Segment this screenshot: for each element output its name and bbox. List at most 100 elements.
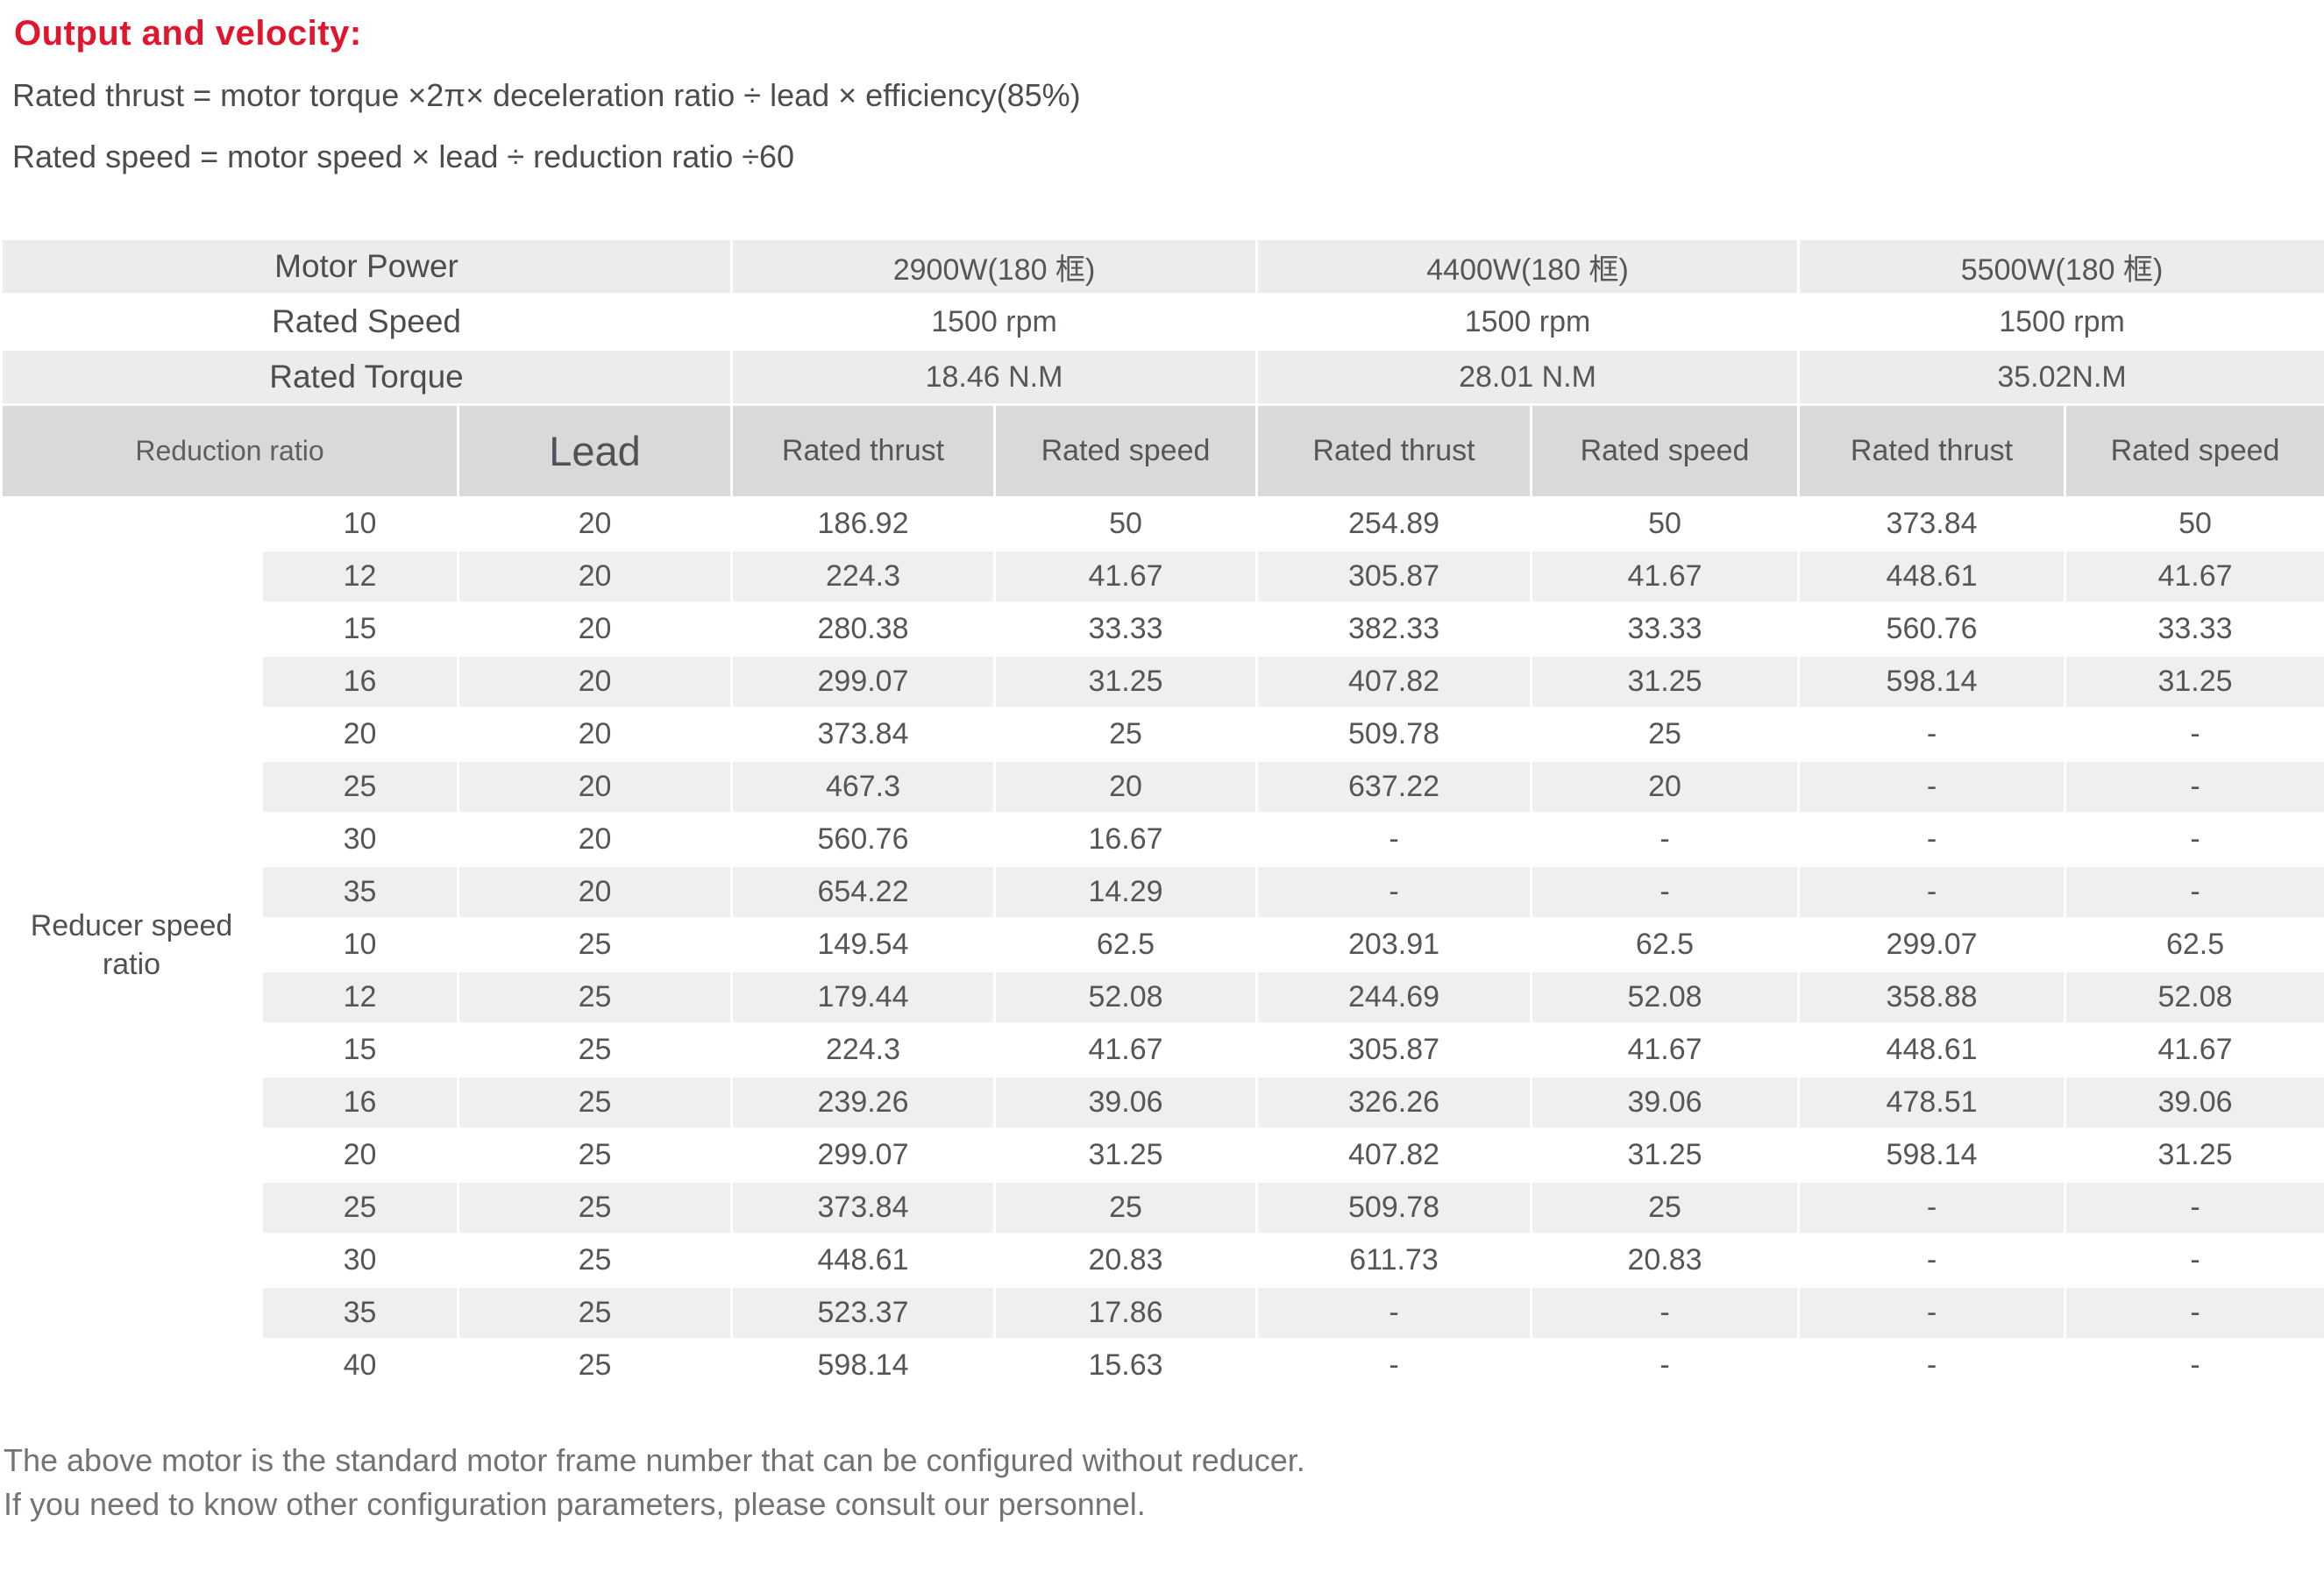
thrust-cell: 224.3 (730, 1022, 996, 1077)
thrust-cell: 448.61 (730, 1233, 996, 1288)
rated-speed-2900: 1500 rpm (729, 293, 1259, 351)
lead-cell: 25 (457, 917, 733, 972)
thrust-cell: 598.14 (1797, 1127, 2067, 1183)
speed-cell: 62.5 (1530, 917, 1801, 972)
lead-cell: 25 (457, 1075, 733, 1130)
speed-cell: - (2064, 864, 2324, 920)
ratio-cell: 20 (260, 707, 459, 762)
motor-header-rows: Motor Power 2900W(180 框) 4400W(180 框) 55… (0, 238, 2324, 499)
thrust-cell: 224.3 (730, 549, 996, 604)
thrust-cell: 244.69 (1255, 970, 1533, 1025)
lead-cell: 20 (457, 601, 733, 657)
thrust-cell: - (1797, 1338, 2067, 1393)
thrust-cell: 407.82 (1255, 1127, 1533, 1183)
speed-cell: 25 (992, 707, 1259, 762)
thrust-cell: 560.76 (730, 812, 996, 867)
ratio-cell: 30 (260, 1233, 459, 1288)
thrust-cell: 523.37 (730, 1285, 996, 1341)
ratio-cell: 16 (260, 1075, 459, 1130)
table-row: 16 20 299.07 31.25 407.82 31.25 598.14 3… (2, 654, 2324, 709)
speed-cell: 31.25 (1530, 1127, 1801, 1183)
formula-rated-thrust: : Rated thrust = motor torque ×2π× decel… (0, 76, 2324, 115)
speed-cell: - (2064, 707, 2324, 762)
motor-power-row: Motor Power 2900W(180 框) 4400W(180 框) 55… (0, 238, 2324, 295)
lead-cell: 20 (457, 759, 733, 814)
table-row: 35 25 523.37 17.86 - - - - (2, 1285, 2324, 1341)
speed-cell: - (2064, 759, 2324, 814)
lead-cell: 20 (457, 864, 733, 920)
lead-cell: 20 (457, 549, 733, 604)
formula-text: Rated thrust = motor torque ×2π× deceler… (12, 77, 1081, 113)
speed-cell: 20 (992, 759, 1259, 814)
thrust-cell: 299.07 (730, 1127, 996, 1183)
thrust-cell: 598.14 (1797, 654, 2067, 709)
thrust-cell: 373.84 (730, 1180, 996, 1235)
speed-cell: - (1530, 864, 1801, 920)
rated-torque-row: Rated Torque 18.46 N.M 28.01 N.M 35.02N.… (0, 348, 2324, 406)
thrust-cell: 254.89 (1255, 496, 1533, 551)
reduction-ratio-header: Reduction ratio (0, 403, 459, 499)
rated-thrust-header-4400: Rated thrust (1255, 403, 1533, 499)
speed-cell: 31.25 (2064, 654, 2324, 709)
table-row: 30 25 448.61 20.83 611.73 20.83 - - (2, 1233, 2324, 1288)
thrust-cell: 560.76 (1797, 601, 2067, 657)
table-row: 20 25 299.07 31.25 407.82 31.25 598.14 3… (2, 1127, 2324, 1183)
lead-cell: 20 (457, 496, 733, 551)
speed-cell: 41.67 (1530, 1022, 1801, 1077)
table-row: 12 20 224.3 41.67 305.87 41.67 448.61 41… (2, 549, 2324, 604)
speed-cell: 39.06 (992, 1075, 1259, 1130)
speed-cell: - (2064, 1180, 2324, 1235)
ratio-cell: 16 (260, 654, 459, 709)
ratio-cell: 12 (260, 970, 459, 1025)
speed-cell: 20.83 (1530, 1233, 1801, 1288)
data-rows: Reducer speed ratio 10 20 186.92 50 254.… (0, 496, 2324, 1393)
speed-cell: 62.5 (992, 917, 1259, 972)
thrust-cell: 305.87 (1255, 549, 1533, 604)
speed-cell: - (1530, 1338, 1801, 1393)
speed-cell: 33.33 (2064, 601, 2324, 657)
speed-cell: 50 (2064, 496, 2324, 551)
lead-cell: 20 (457, 707, 733, 762)
thrust-cell: 509.78 (1255, 707, 1533, 762)
speed-cell: 14.29 (992, 864, 1259, 920)
ratio-cell: 12 (260, 549, 459, 604)
thrust-cell: 203.91 (1255, 917, 1533, 972)
thrust-cell: - (1797, 812, 2067, 867)
motor-power-label: Motor Power (0, 238, 733, 295)
thrust-cell: 611.73 (1255, 1233, 1533, 1288)
thrust-cell: 373.84 (730, 707, 996, 762)
rated-speed-header-5500: Rated speed (2064, 403, 2324, 499)
thrust-cell: 186.92 (730, 496, 996, 551)
thrust-cell: 407.82 (1255, 654, 1533, 709)
speed-cell: - (2064, 1233, 2324, 1288)
list-bullet-icon: : (0, 84, 2, 123)
thrust-cell: 637.22 (1255, 759, 1533, 814)
thrust-cell: - (1255, 864, 1533, 920)
speed-cell: 52.08 (992, 970, 1259, 1025)
ratio-cell: 15 (260, 601, 459, 657)
speed-cell: - (1530, 1285, 1801, 1341)
thrust-cell: 373.84 (1797, 496, 2067, 551)
speed-cell: 62.5 (2064, 917, 2324, 972)
table-row: 16 25 239.26 39.06 326.26 39.06 478.51 3… (2, 1075, 2324, 1130)
spec-document: Output and velocity: : Rated thrust = mo… (0, 14, 2324, 1522)
lead-cell: 25 (457, 1180, 733, 1235)
speed-cell: 31.25 (992, 1127, 1259, 1183)
speed-cell: 41.67 (992, 1022, 1259, 1077)
lead-cell: 20 (457, 654, 733, 709)
speed-cell: 31.25 (2064, 1127, 2324, 1183)
speed-cell: 15.63 (992, 1338, 1259, 1393)
speed-cell: - (1530, 812, 1801, 867)
table-row: 25 25 373.84 25 509.78 25 - - (2, 1180, 2324, 1235)
speed-cell: 33.33 (992, 601, 1259, 657)
lead-cell: 25 (457, 1233, 733, 1288)
thrust-cell: - (1255, 812, 1533, 867)
speed-cell: 33.33 (1530, 601, 1801, 657)
formula-text: Rated speed = motor speed × lead ÷ reduc… (12, 139, 795, 174)
speed-cell: 25 (1530, 1180, 1801, 1235)
speed-cell: 39.06 (1530, 1075, 1801, 1130)
thrust-cell: 509.78 (1255, 1180, 1533, 1235)
thrust-cell: - (1797, 1180, 2067, 1235)
column-header-row: Reduction ratio Lead Rated thrust Rated … (0, 403, 2324, 499)
list-bullet-icon: : (0, 146, 2, 184)
